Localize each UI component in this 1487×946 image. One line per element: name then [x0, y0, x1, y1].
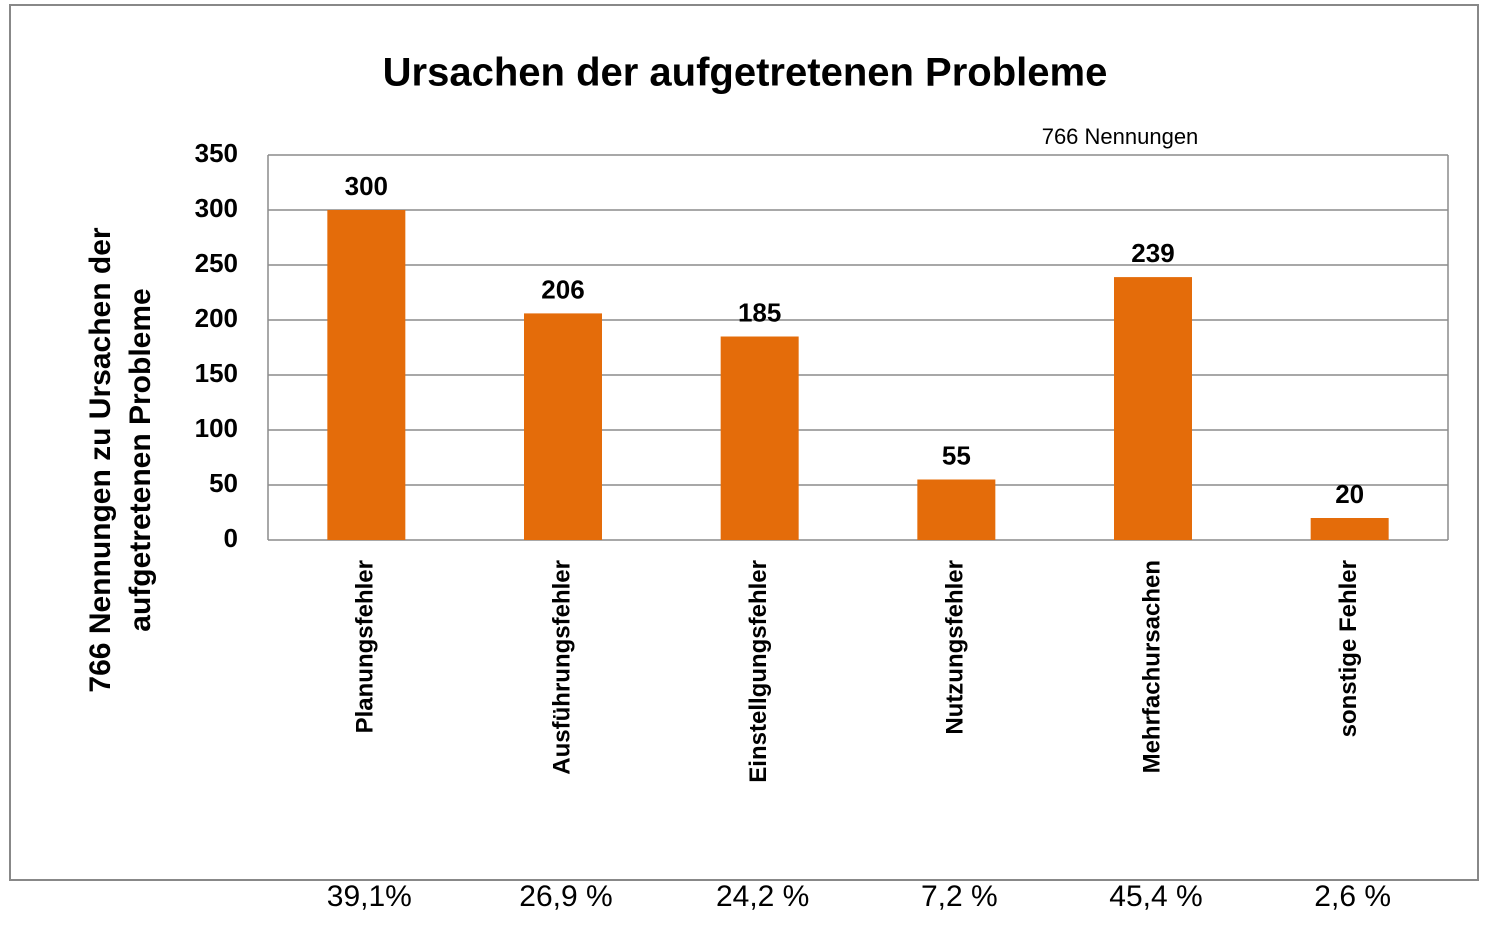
y-tick-label: 250: [195, 248, 238, 278]
percent-label: 45,4 %: [1109, 880, 1202, 913]
y-tick-label: 50: [209, 468, 238, 498]
data-label: 300: [345, 171, 388, 201]
x-tick-label: sonstige Fehler: [1335, 560, 1362, 737]
x-tick-label: Planungsfehler: [352, 560, 379, 733]
bar: [917, 479, 996, 540]
annotation: 766 Nennungen: [1042, 124, 1199, 149]
bar: [1114, 277, 1192, 540]
y-tick-label: 150: [195, 358, 238, 388]
bar: [327, 210, 406, 540]
data-label: 20: [1335, 479, 1364, 509]
y-tick-label: 0: [224, 523, 238, 553]
y-tick-label: 300: [195, 193, 238, 223]
y-tick-label: 350: [195, 138, 238, 168]
x-tick-label: Einstellgungsfehler: [745, 560, 772, 783]
percent-label: 26,9 %: [519, 880, 612, 913]
y-axis-label-line: aufgetretenen Probleme: [124, 288, 157, 631]
percent-label: 2,6 %: [1314, 880, 1391, 913]
y-tick-label: 200: [195, 303, 238, 333]
data-label: 206: [541, 274, 584, 304]
x-tick-label: Mehrfachursachen: [1138, 560, 1165, 773]
percent-label: 24,2 %: [716, 880, 809, 913]
percent-label: 7,2 %: [921, 880, 998, 913]
x-tick-label-group: Mehrfachursachen: [1138, 560, 1165, 773]
y-axis-label-line: 766 Nennungen zu Ursachen der: [84, 227, 117, 692]
data-label: 185: [738, 297, 781, 327]
data-label: 55: [942, 440, 971, 470]
x-tick-label: Nutzungsfehler: [942, 560, 969, 735]
bar: [1310, 518, 1389, 540]
y-tick-label: 100: [195, 413, 238, 443]
data-label: 239: [1131, 238, 1174, 268]
x-tick-label-group: Ausführungsfehler: [548, 560, 575, 775]
x-tick-label-group: Einstellgungsfehler: [745, 560, 772, 783]
y-axis-label: 766 Nennungen zu Ursachen der aufgetrete…: [84, 227, 157, 692]
chart-title: Ursachen der aufgetretenen Probleme: [383, 51, 1108, 95]
bar: [524, 313, 602, 540]
percent-label: 39,1%: [327, 880, 412, 913]
x-tick-label-group: Nutzungsfehler: [942, 560, 969, 735]
bar: [720, 336, 799, 540]
x-tick-label: Ausführungsfehler: [548, 560, 575, 775]
x-tick-label-group: sonstige Fehler: [1335, 560, 1362, 737]
x-tick-label-group: Planungsfehler: [352, 560, 379, 733]
